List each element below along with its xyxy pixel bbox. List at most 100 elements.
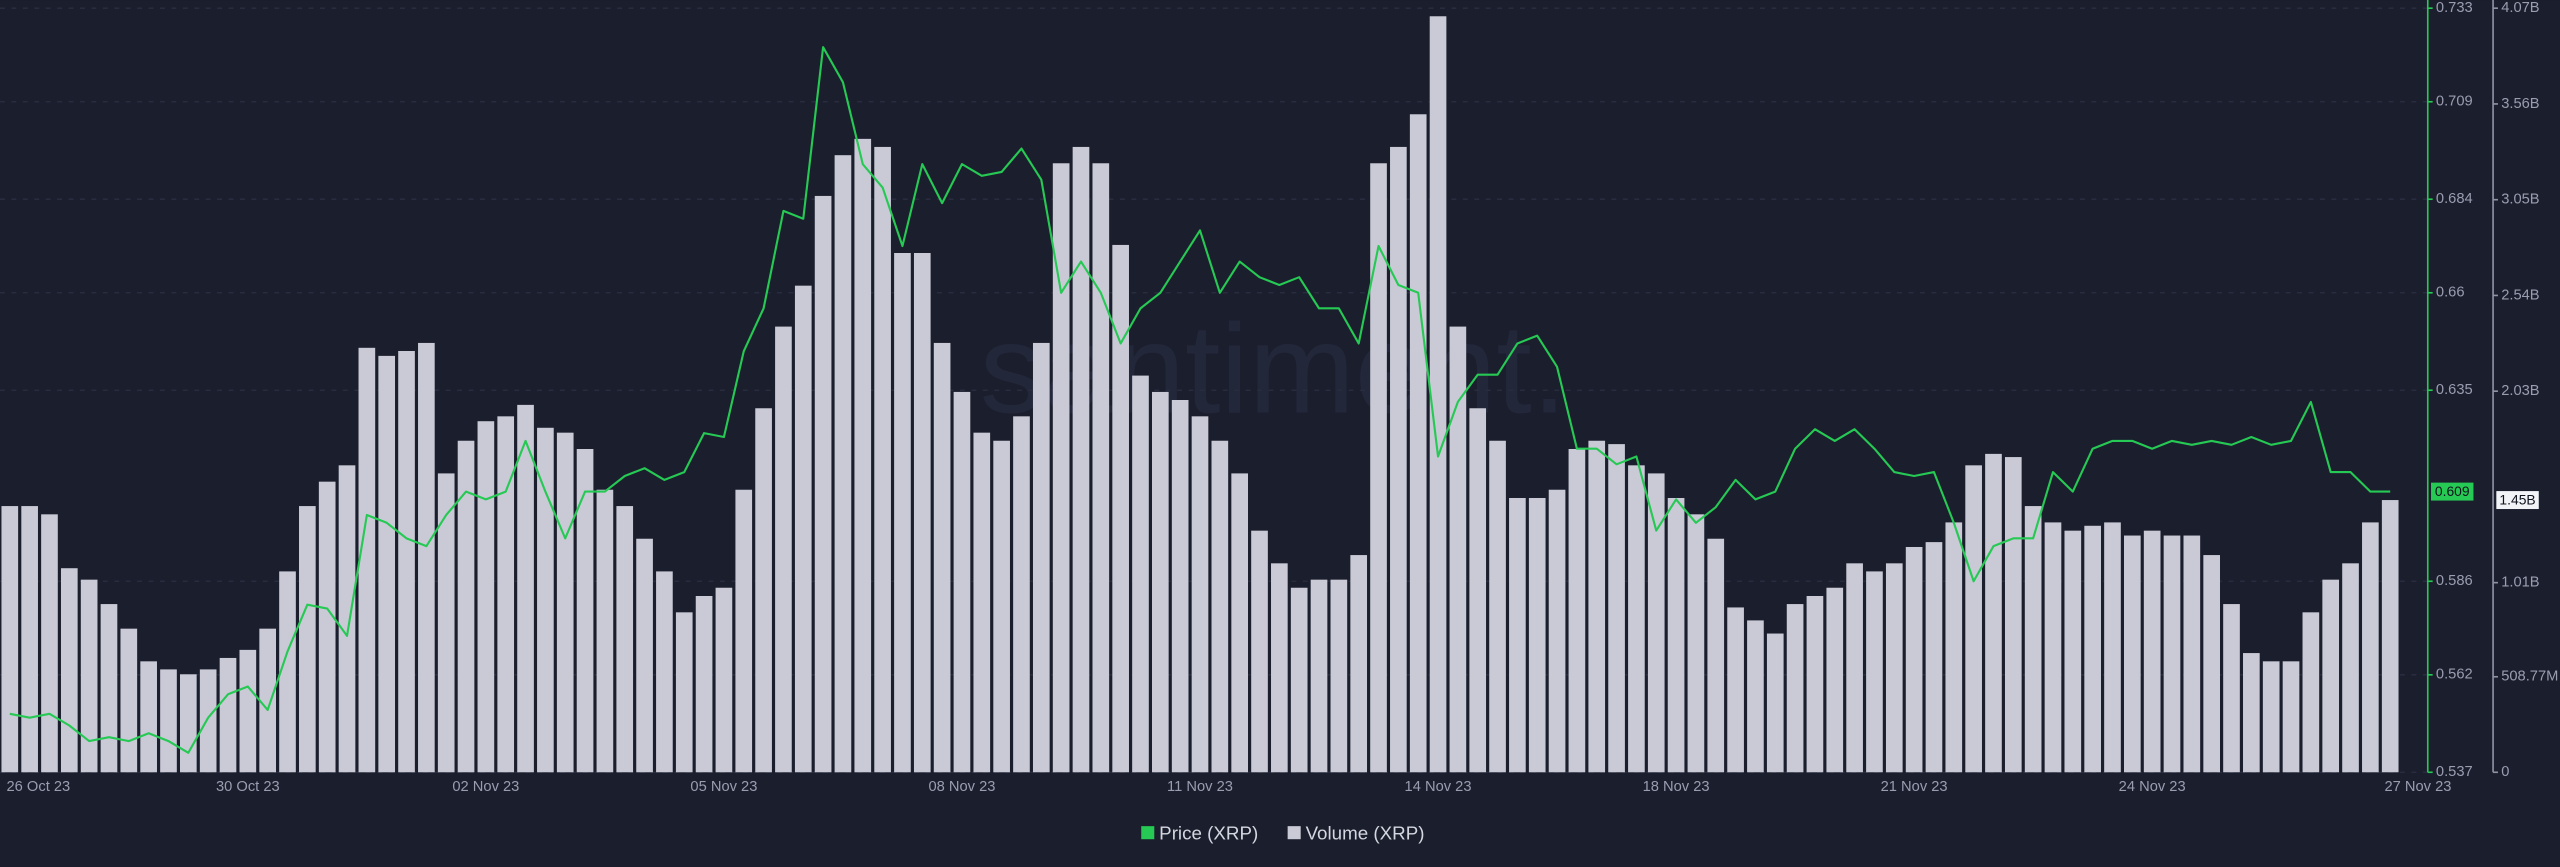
volume-bar — [1727, 607, 1744, 773]
volume-bar — [2163, 535, 2181, 773]
volume-bar — [1846, 563, 1863, 773]
volume-bar — [1826, 587, 1844, 773]
volume-bar — [2243, 653, 2260, 773]
volume-bar — [2203, 555, 2221, 773]
volume-bar — [2064, 530, 2082, 773]
volume-bar — [2322, 579, 2340, 773]
volume-bar — [715, 587, 733, 773]
volume-bar — [894, 253, 911, 773]
x-tick-label: 05 Nov 23 — [690, 779, 757, 795]
volume-bar — [1112, 244, 1129, 773]
volume-bar — [497, 416, 515, 773]
volume-bar — [636, 538, 653, 773]
volume-bar — [1429, 16, 1447, 773]
volume-bar — [576, 448, 594, 773]
volume-bar — [814, 195, 832, 773]
volume-bar — [1132, 375, 1149, 773]
volume-bar — [1330, 579, 1348, 773]
legend-label: Price (XRP) — [1159, 822, 1258, 843]
volume-bar — [913, 253, 931, 773]
volume-bar — [1945, 522, 1963, 773]
volume-bar — [2183, 535, 2201, 773]
volume-bar — [1211, 440, 1229, 773]
volume-bar — [1231, 473, 1249, 773]
x-tick-label: 08 Nov 23 — [928, 779, 995, 795]
volume-bar — [1151, 391, 1169, 773]
volume-tick-label: 1.01B — [2501, 575, 2540, 591]
x-tick-label: 27 Nov 23 — [2384, 779, 2451, 795]
volume-bar — [318, 481, 336, 773]
x-tick-label: 30 Oct 23 — [216, 779, 280, 795]
volume-bar — [537, 427, 554, 773]
volume-bar — [1766, 633, 1784, 773]
price-tick-label: 0.709 — [2436, 94, 2473, 110]
volume-bar — [1528, 497, 1546, 773]
volume-bar — [556, 432, 574, 773]
x-tick-label: 24 Nov 23 — [2119, 779, 2186, 795]
volume-bar — [517, 404, 534, 773]
volume-bar — [2262, 661, 2280, 773]
volume-tick-label: 508.77M — [2501, 669, 2558, 685]
volume-bar — [2084, 525, 2101, 773]
volume-bar — [179, 674, 197, 773]
volume-bar — [1251, 530, 1268, 773]
volume-bar — [735, 489, 753, 773]
price-tick-label: 0.635 — [2436, 382, 2473, 398]
volume-bar — [21, 506, 38, 773]
volume-tick-label: 4.07B — [2501, 0, 2540, 16]
volume-bar — [80, 579, 98, 773]
price-tick-label: 0.562 — [2436, 667, 2473, 683]
volume-bar — [41, 514, 58, 773]
volume-bar — [1885, 563, 1903, 773]
price-current-tag — [2431, 482, 2474, 501]
volume-bar — [279, 571, 296, 773]
volume-bar — [2123, 535, 2141, 773]
volume-bar — [973, 432, 991, 773]
x-tick-label: 21 Nov 23 — [1881, 779, 1948, 795]
volume-bar — [1013, 416, 1030, 773]
volume-bar — [1310, 579, 1328, 773]
x-tick-label: 11 Nov 23 — [1167, 779, 1233, 795]
volume-bar — [1588, 440, 1606, 773]
price-tick-label: 0.537 — [2436, 764, 2473, 780]
volume-bar — [1568, 448, 1586, 773]
volume-bar — [1489, 440, 1506, 773]
volume-bar — [1667, 497, 1685, 773]
volume-bar — [160, 669, 177, 773]
volume-bar — [2024, 506, 2042, 773]
volume-bar — [398, 350, 415, 773]
volume-bar — [358, 347, 376, 773]
volume-bar — [1390, 146, 1407, 773]
volume-bar — [1786, 604, 1804, 773]
volume-bar — [675, 612, 693, 773]
volume-bar — [1449, 326, 1467, 773]
volume-bar — [1806, 595, 1824, 773]
price-tick-label: 0.733 — [2436, 0, 2473, 16]
volume-current-label: 1.45B — [2499, 492, 2535, 508]
x-tick-label: 02 Nov 23 — [452, 779, 519, 795]
volume-bar — [140, 661, 157, 773]
volume-bar — [1747, 620, 1764, 773]
volume-bar — [933, 342, 951, 773]
price-line — [9, 46, 2391, 754]
volume-bar — [1271, 563, 1288, 773]
volume-bar — [120, 628, 138, 773]
x-tick-label: 26 Oct 23 — [7, 779, 71, 795]
volume-bar — [1647, 473, 1665, 773]
volume-bar — [1092, 163, 1110, 773]
volume-bar — [418, 342, 435, 773]
volume-bar — [437, 473, 455, 773]
volume-tick-label: 3.05B — [2501, 192, 2540, 208]
volume-tick-label: 0 — [2501, 764, 2509, 780]
price-tick-label: 0.66 — [2436, 285, 2465, 301]
volume-bar — [1469, 408, 1487, 773]
volume-bar — [1509, 497, 1526, 773]
volume-bar — [854, 138, 872, 773]
volume-bar — [794, 285, 812, 773]
volume-current-tag — [2496, 491, 2539, 510]
volume-bar — [1370, 163, 1387, 773]
legend-swatch — [1287, 826, 1301, 840]
volume-bar — [775, 326, 792, 773]
volume-bar — [2044, 522, 2062, 773]
